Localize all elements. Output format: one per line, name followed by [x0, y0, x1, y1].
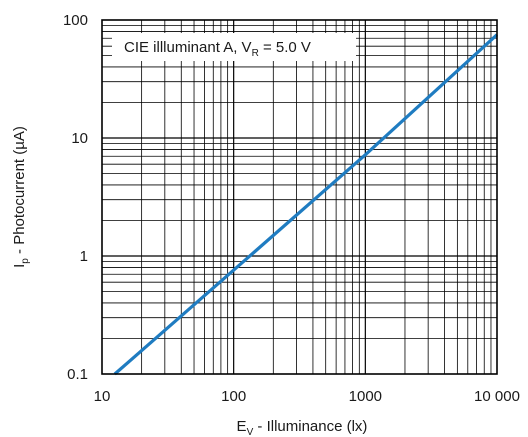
x-tick-label: 10 000: [474, 388, 520, 405]
x-tick-label: 1000: [349, 388, 382, 405]
grid: [102, 20, 497, 374]
annotation-text: CIE illluminant A, VR = 5.0 V: [124, 39, 311, 59]
annotation-background: [112, 33, 356, 61]
series-line-1: [113, 33, 499, 376]
y-tick-labels: 0.1 1 10 100: [63, 12, 88, 383]
x-tick-label: 10: [94, 388, 111, 405]
y-tick-label: 10: [71, 130, 88, 147]
series-layer: [113, 33, 499, 376]
y-tick-label: 100: [63, 12, 88, 29]
legend-annotation: CIE illluminant A, VR = 5.0 V: [112, 33, 356, 61]
y-axis-label: Ip - Photocurrent (µA): [11, 126, 31, 268]
plot-frame: [101, 19, 498, 375]
y-tick-label: 0.1: [67, 366, 88, 383]
x-tick-labels: 10 100 1000 10 000: [94, 388, 520, 405]
x-tick-label: 100: [221, 388, 246, 405]
y-tick-label: 1: [80, 248, 88, 265]
x-axis-label: EV - Illuminance (lx): [237, 418, 368, 437]
